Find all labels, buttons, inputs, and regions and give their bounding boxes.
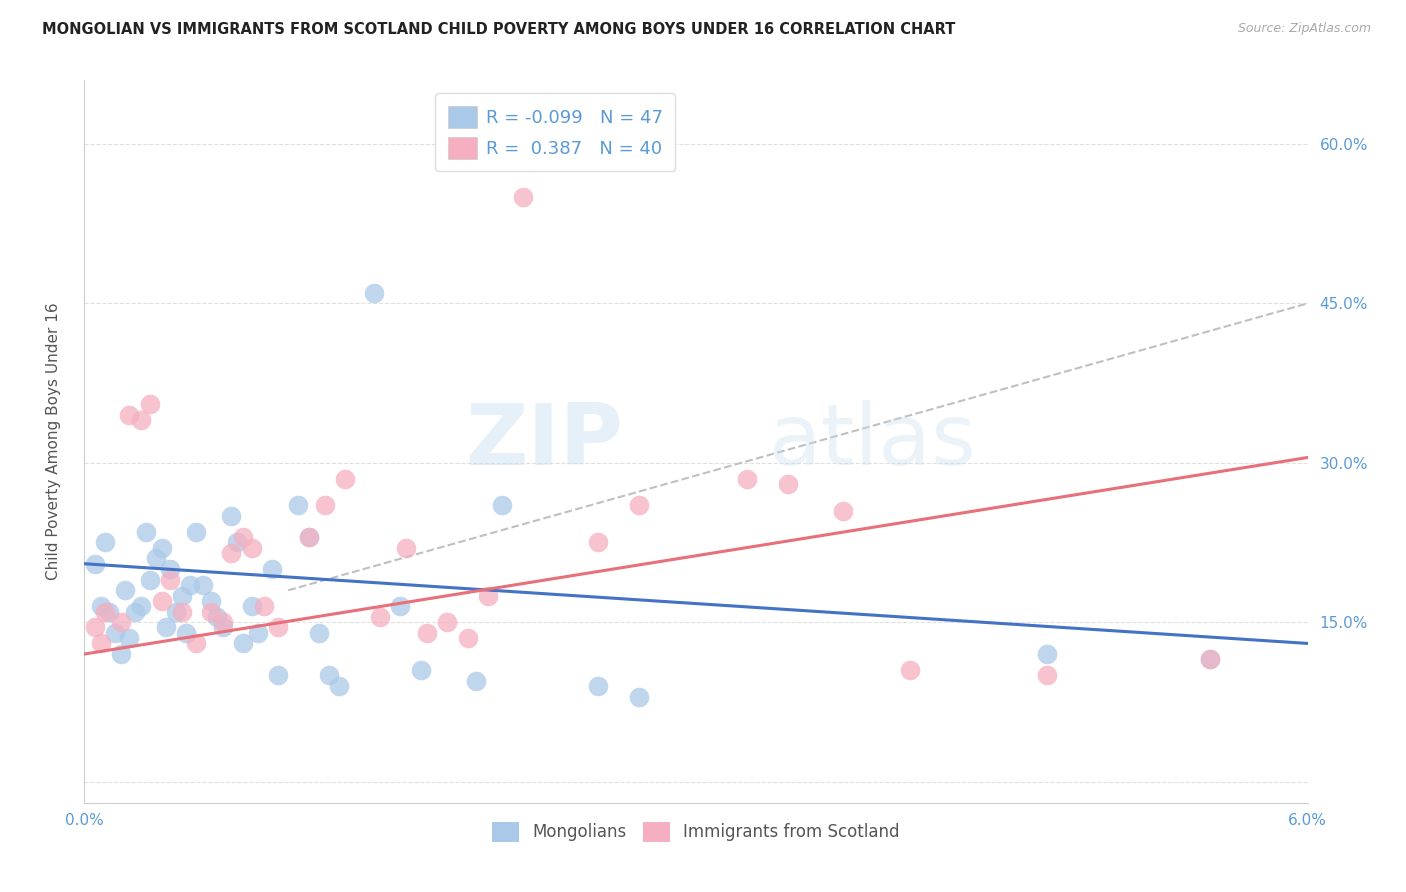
Point: [110, 615, 132, 630]
Point: [314, 498, 336, 512]
Point: [179, 578, 201, 592]
Point: [368, 610, 391, 624]
Point: [464, 673, 486, 688]
Point: [93, 535, 115, 549]
Text: Source: ZipAtlas.com: Source: ZipAtlas.com: [1237, 22, 1371, 36]
Point: [90, 636, 112, 650]
Point: [118, 631, 141, 645]
Point: [159, 562, 181, 576]
Point: [83, 557, 105, 571]
Point: [138, 397, 160, 411]
Point: [287, 498, 309, 512]
Point: [83, 620, 105, 634]
Point: [138, 573, 160, 587]
Point: [395, 541, 418, 555]
Point: [328, 679, 350, 693]
Point: [150, 594, 173, 608]
Point: [104, 625, 127, 640]
Point: [131, 599, 153, 614]
Point: [240, 541, 263, 555]
Point: [172, 589, 194, 603]
Point: [186, 524, 208, 539]
Point: [318, 668, 340, 682]
Point: [1035, 668, 1057, 682]
Point: [135, 524, 157, 539]
Point: [416, 625, 439, 640]
Point: [389, 599, 412, 614]
Point: [200, 594, 222, 608]
Point: [1198, 652, 1220, 666]
Point: [97, 605, 120, 619]
Point: [191, 578, 214, 592]
Y-axis label: Child Poverty Among Boys Under 16: Child Poverty Among Boys Under 16: [46, 302, 60, 581]
Point: [735, 472, 758, 486]
Point: [174, 625, 197, 640]
Point: [172, 605, 194, 619]
Text: MONGOLIAN VS IMMIGRANTS FROM SCOTLAND CHILD POVERTY AMONG BOYS UNDER 16 CORRELAT: MONGOLIAN VS IMMIGRANTS FROM SCOTLAND CH…: [42, 22, 956, 37]
Point: [491, 498, 513, 512]
Point: [512, 190, 534, 204]
Point: [240, 599, 263, 614]
Point: [232, 530, 254, 544]
Point: [165, 605, 187, 619]
Point: [226, 535, 249, 549]
Text: ZIP: ZIP: [465, 400, 623, 483]
Point: [627, 690, 650, 704]
Point: [93, 605, 115, 619]
Point: [457, 631, 479, 645]
Point: [898, 663, 921, 677]
Point: [335, 472, 357, 486]
Point: [586, 535, 609, 549]
Text: atlas: atlas: [769, 400, 977, 483]
Point: [586, 679, 609, 693]
Point: [246, 625, 269, 640]
Point: [1198, 652, 1220, 666]
Point: [436, 615, 458, 630]
Point: [200, 605, 222, 619]
Point: [145, 551, 167, 566]
Point: [267, 668, 290, 682]
Point: [308, 625, 330, 640]
Point: [90, 599, 112, 614]
Point: [232, 636, 254, 650]
Point: [114, 583, 136, 598]
Point: [118, 408, 141, 422]
Point: [155, 620, 177, 634]
Point: [363, 285, 385, 300]
Point: [150, 541, 173, 555]
Point: [831, 503, 853, 517]
Point: [627, 498, 650, 512]
Point: [212, 620, 235, 634]
Point: [131, 413, 153, 427]
Point: [205, 610, 228, 624]
Point: [260, 562, 283, 576]
Point: [186, 636, 208, 650]
Legend: Mongolians, Immigrants from Scotland: Mongolians, Immigrants from Scotland: [485, 815, 907, 848]
Point: [124, 605, 146, 619]
Point: [159, 573, 181, 587]
Point: [212, 615, 235, 630]
Point: [1035, 647, 1057, 661]
Point: [298, 530, 321, 544]
Point: [298, 530, 321, 544]
Point: [253, 599, 276, 614]
Point: [267, 620, 290, 634]
Point: [776, 477, 799, 491]
Point: [477, 589, 499, 603]
Point: [219, 546, 242, 560]
Point: [219, 508, 242, 523]
Point: [409, 663, 432, 677]
Point: [110, 647, 132, 661]
